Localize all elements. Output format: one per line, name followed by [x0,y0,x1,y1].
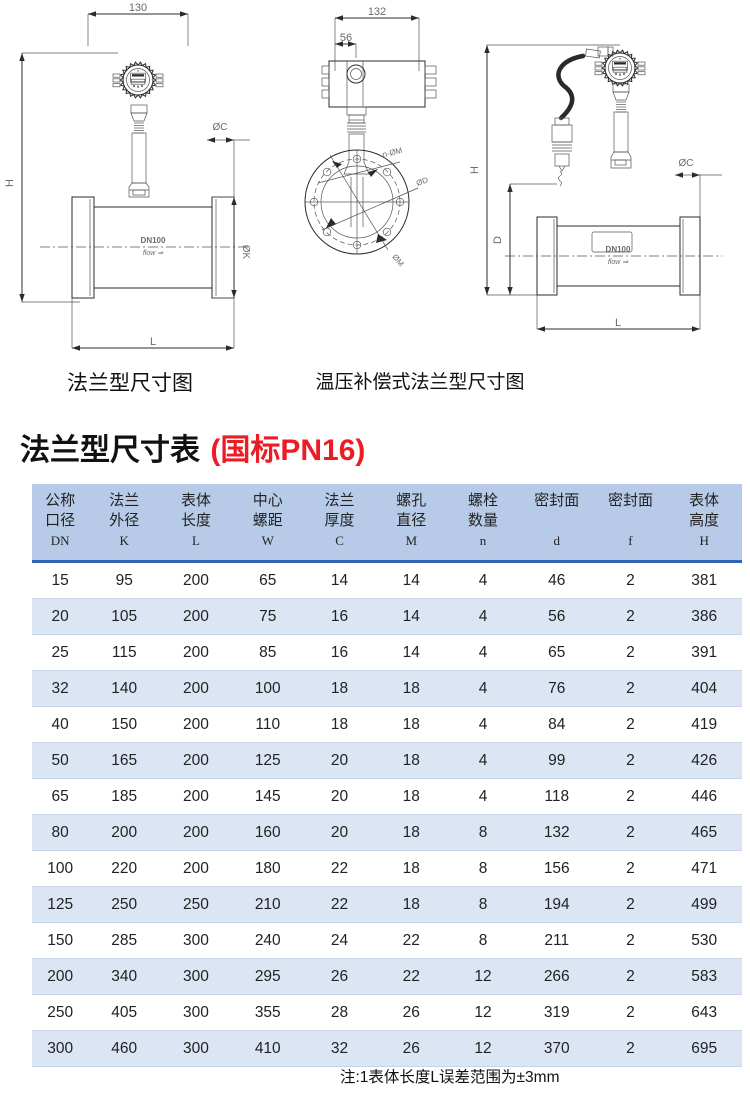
svg-text:56: 56 [340,32,352,44]
svg-text:ØC: ØC [213,122,228,133]
svg-text:ØM: ØM [390,253,405,269]
svg-text:H: H [469,166,481,174]
svg-text:H: H [4,179,16,187]
svg-text:DN100: DN100 [606,245,631,254]
svg-text:D: D [492,236,504,244]
svg-text:L: L [615,317,621,329]
svg-text:flow ⇒: flow ⇒ [608,259,629,266]
svg-text:DN100: DN100 [141,236,166,245]
svg-text:flow ⇒: flow ⇒ [143,250,164,257]
svg-text:132: 132 [368,6,386,18]
svg-text:n-ØM: n-ØM [382,146,404,160]
svg-text:130: 130 [129,2,147,14]
svg-text:L: L [150,336,156,348]
svg-text:ØK: ØK [240,245,250,260]
svg-text:ØD: ØD [415,175,430,188]
svg-text:ØC: ØC [679,158,694,169]
